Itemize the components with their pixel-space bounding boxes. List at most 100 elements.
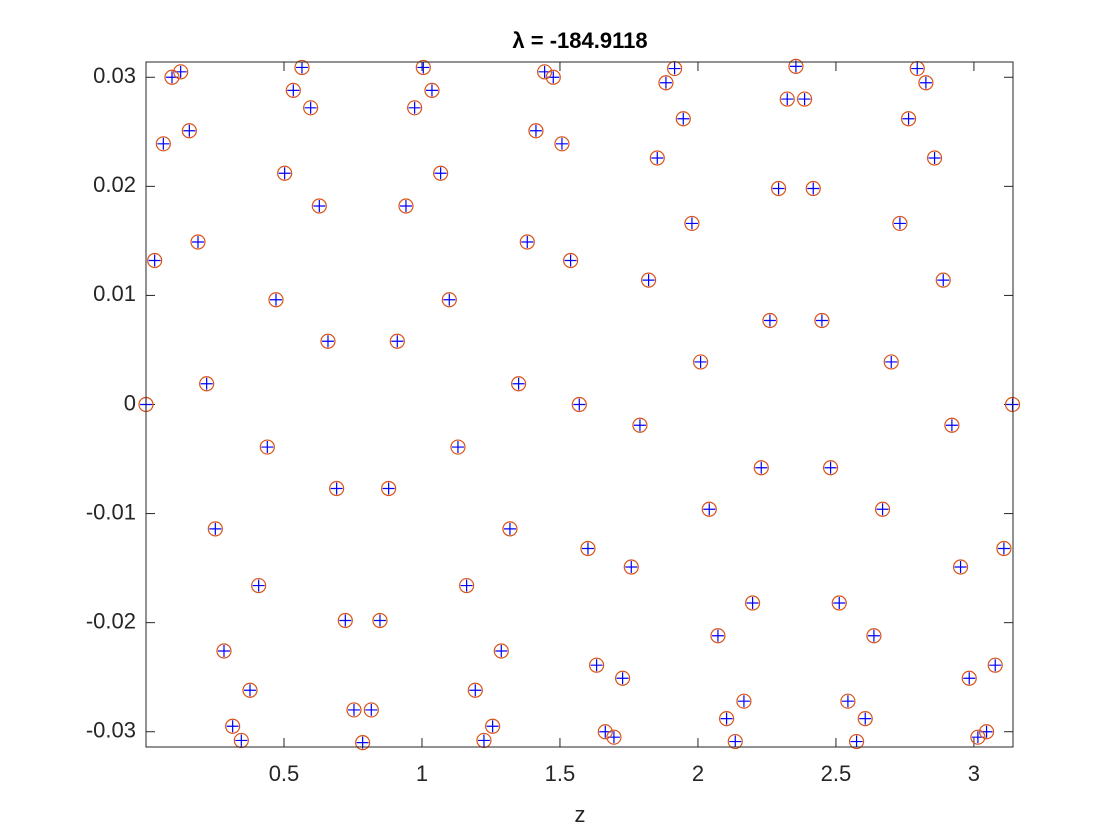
circle-marker [970, 729, 986, 745]
circle-marker [718, 711, 735, 727]
circle-marker [571, 396, 587, 413]
plus-marker [243, 684, 256, 697]
circle-marker [675, 111, 691, 127]
plus-marker [659, 76, 672, 89]
circle-marker [467, 682, 483, 698]
circle-marker [554, 136, 570, 152]
plus-marker [408, 101, 421, 114]
circle-marker [389, 333, 405, 349]
y-tick-label: 0.01 [93, 281, 136, 306]
circle-marker [493, 643, 509, 659]
circle-marker [311, 198, 327, 214]
plus-marker [859, 712, 872, 725]
circle-marker [528, 123, 544, 139]
plus-marker [885, 355, 898, 368]
circle-marker [589, 657, 605, 673]
plus-marker [434, 167, 447, 180]
plus-marker [720, 712, 733, 725]
circle-marker [251, 577, 267, 594]
plus-marker [304, 101, 317, 114]
circle-marker [181, 123, 197, 139]
plus-marker [668, 62, 681, 75]
plus-marker [417, 61, 430, 74]
x-tick-label: 0.5 [269, 761, 300, 786]
plus-marker [521, 235, 534, 248]
plus-marker [997, 542, 1010, 555]
circle-marker [207, 521, 223, 537]
plus-marker [391, 335, 404, 348]
plus-marker [711, 629, 724, 642]
plus-marker [295, 61, 308, 74]
circle-marker [874, 501, 891, 517]
circle-marker [372, 612, 388, 629]
circle-marker [641, 272, 657, 288]
plus-marker [451, 441, 464, 454]
plus-marker [278, 167, 291, 180]
circle-marker [355, 735, 371, 751]
circle-marker [623, 559, 639, 575]
plus-marker [486, 720, 499, 733]
circle-marker [433, 165, 449, 181]
circle-marker [580, 540, 596, 557]
plus-marker [512, 377, 525, 390]
circle-marker [147, 252, 163, 269]
plus-marker [945, 419, 958, 432]
plus-marker [685, 217, 698, 230]
circle-marker [762, 312, 778, 329]
circle-marker [294, 59, 310, 76]
circle-marker [502, 521, 518, 537]
plus-marker [633, 419, 646, 432]
x-tick-label: 2.5 [821, 761, 852, 786]
circle-marker [701, 501, 717, 517]
plus-marker [261, 441, 274, 454]
circle-marker [857, 711, 873, 727]
y-tick-label: 0.03 [93, 63, 136, 88]
plus-marker [529, 124, 542, 137]
circle-marker [346, 702, 362, 718]
plus-marker [252, 579, 265, 592]
plus-marker [555, 137, 568, 150]
circle-marker [996, 540, 1012, 557]
plus-marker [183, 124, 196, 137]
y-tick-label: -0.03 [86, 718, 136, 743]
circle-marker [918, 75, 934, 91]
circle-marker [285, 82, 301, 98]
x-tick-label: 1 [416, 761, 428, 786]
circle-marker [277, 165, 293, 181]
plus-marker [989, 659, 1002, 672]
plus-marker [746, 597, 759, 610]
plus-marker [564, 254, 577, 267]
circle-marker [814, 312, 830, 329]
circle-marker [649, 150, 665, 166]
plus-marker [677, 112, 690, 125]
circle-marker [450, 439, 466, 455]
plus-marker [287, 84, 300, 97]
circle-marker [788, 58, 804, 74]
plus-marker [876, 503, 889, 516]
circle-marker [900, 111, 917, 127]
plus-marker [269, 293, 282, 306]
plus-marker [954, 561, 967, 574]
plus-marker [443, 293, 456, 306]
circle-marker [831, 595, 847, 611]
plus-marker [200, 377, 213, 390]
y-tick-label: 0 [124, 390, 136, 415]
circle-marker [727, 733, 743, 750]
circle-marker [173, 64, 189, 80]
chart-title: λ = -184.9118 [512, 28, 647, 53]
plus-marker [347, 703, 360, 716]
plus-marker [642, 274, 655, 287]
plus-marker [235, 734, 248, 747]
circle-marker [615, 670, 631, 686]
circle-marker [744, 595, 761, 611]
circle-marker [736, 693, 752, 709]
circle-marker [684, 215, 700, 232]
circle-marker [511, 376, 527, 392]
plus-marker [313, 199, 326, 212]
plus-marker [815, 314, 828, 327]
plus-marker [590, 659, 603, 672]
plus-marker [616, 672, 629, 685]
plus-marker [919, 76, 932, 89]
circle-marker [537, 64, 553, 80]
circle-marker [363, 702, 379, 718]
